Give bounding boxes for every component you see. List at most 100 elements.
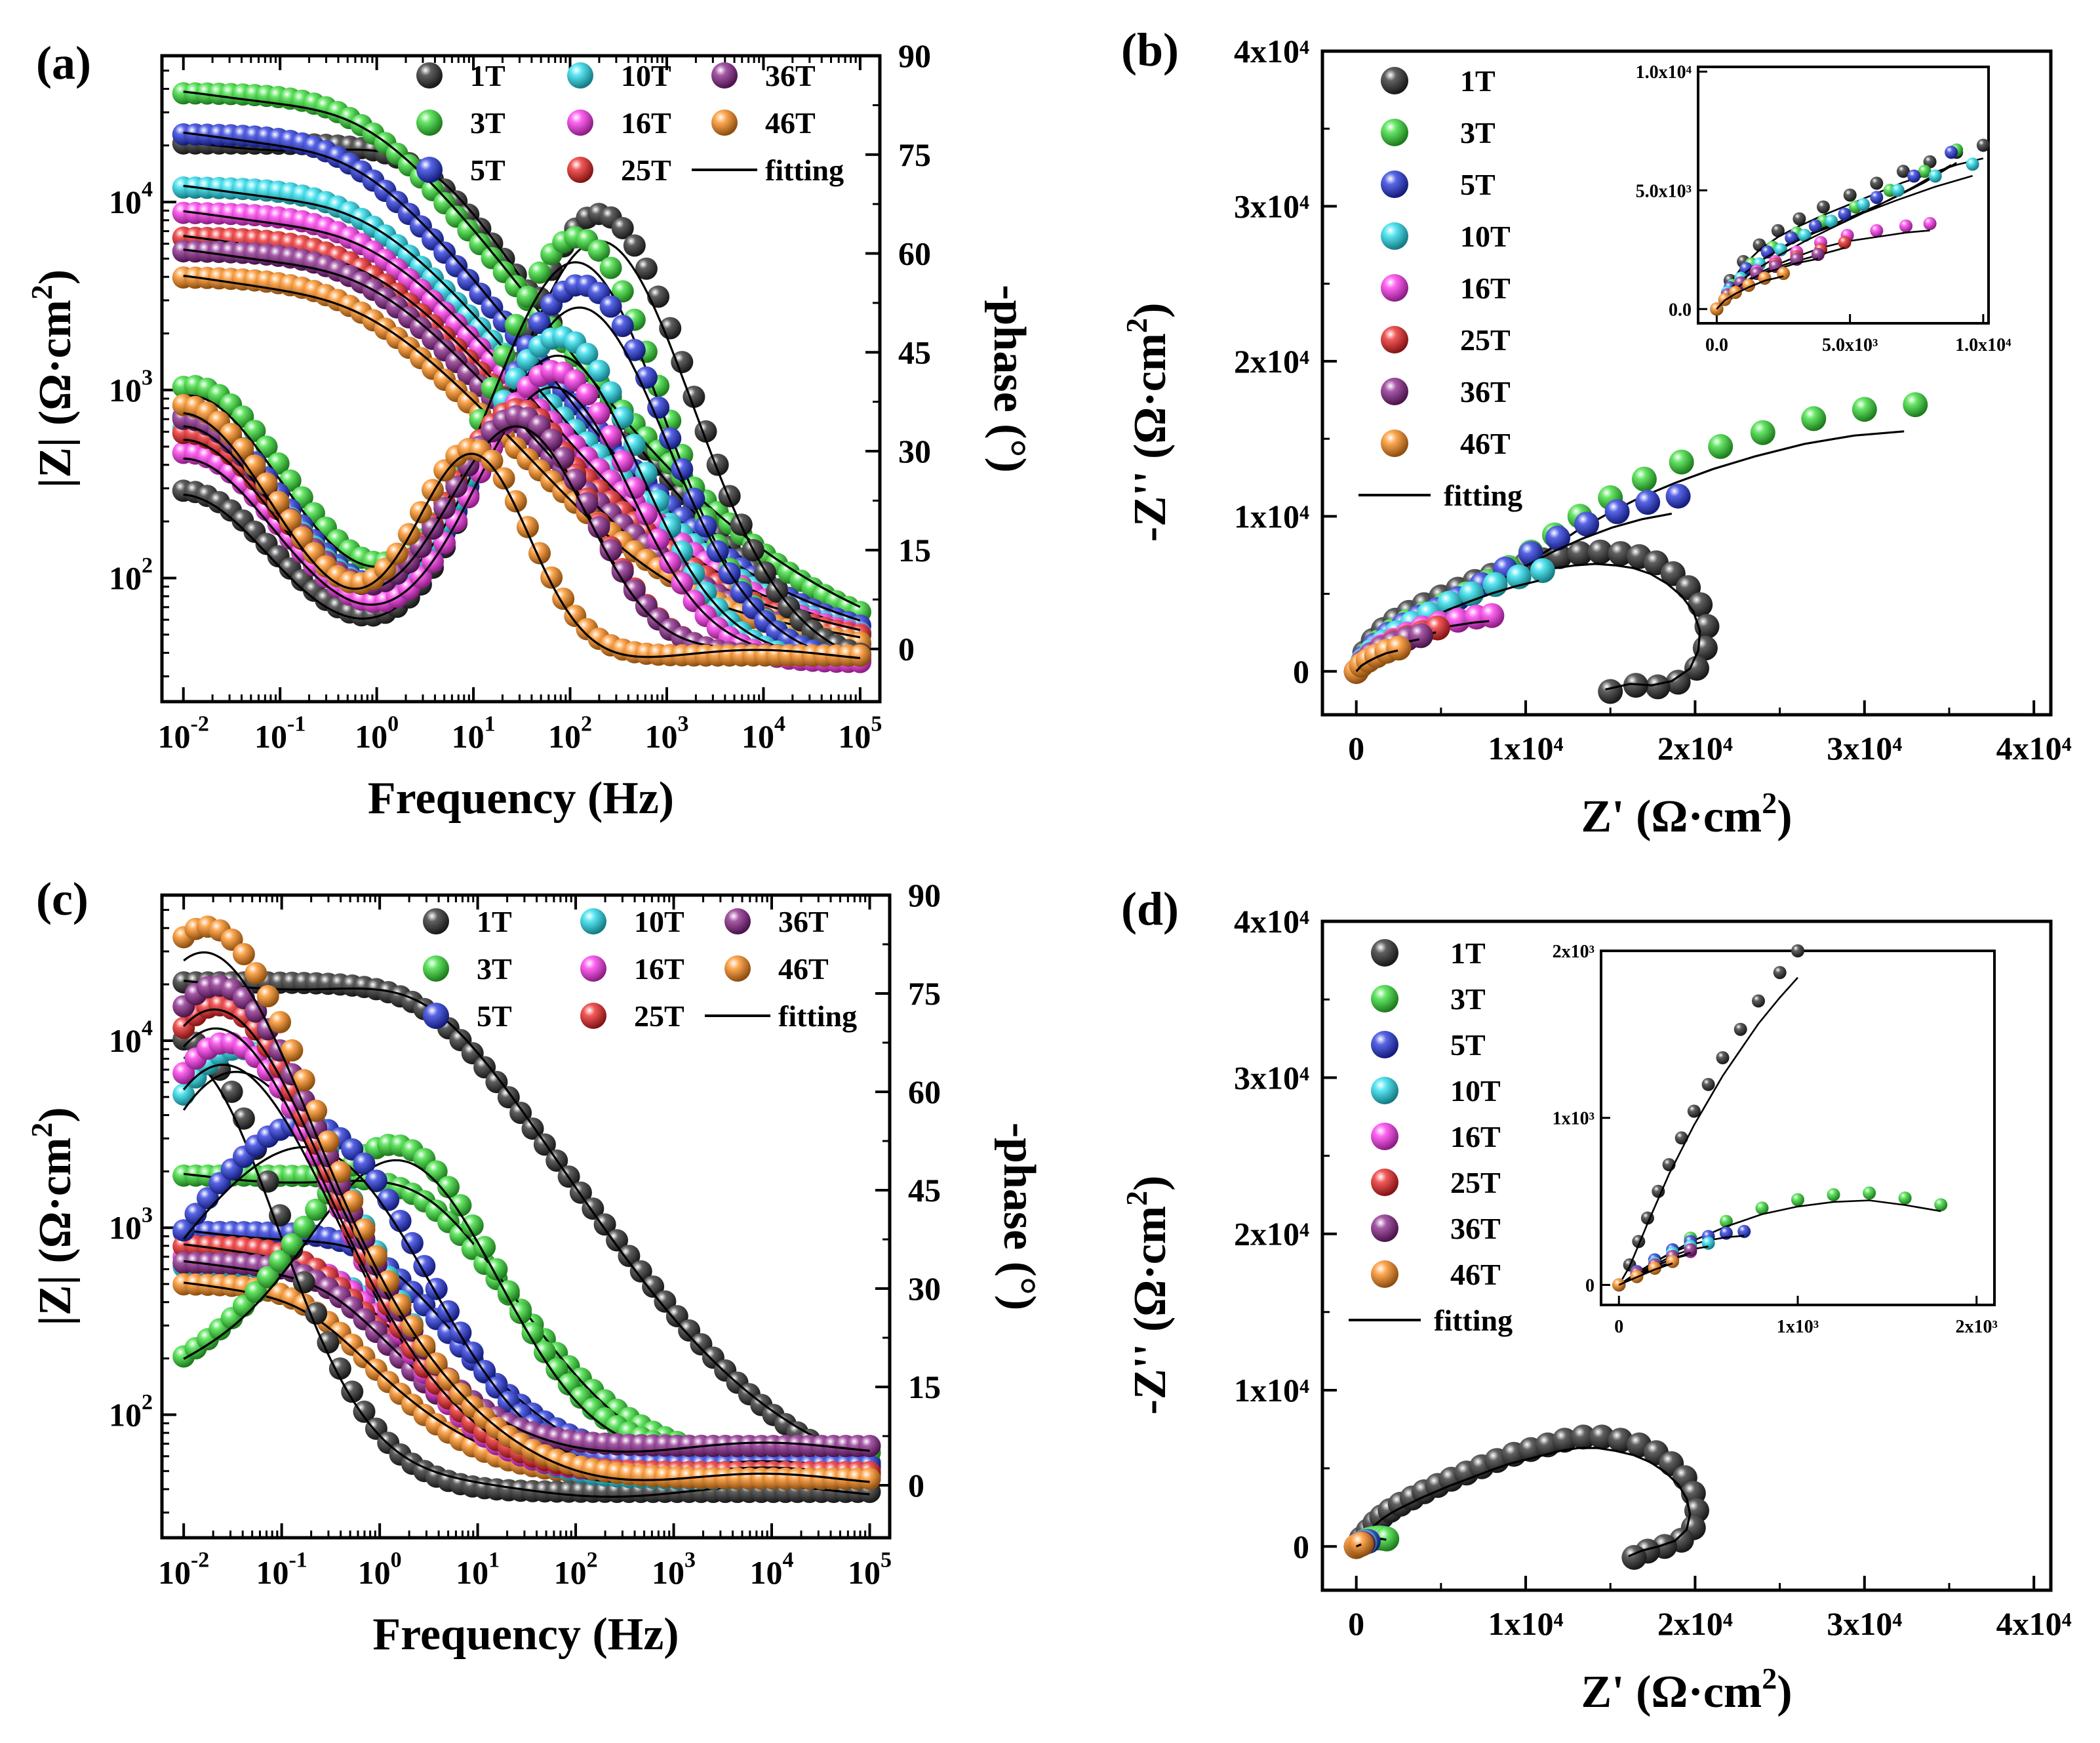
modulus-point-1T — [497, 1086, 520, 1109]
x-axis-title: Frequency (Hz) — [368, 773, 674, 824]
phase-point-3T — [437, 1176, 460, 1199]
phase-point-36T — [858, 1435, 881, 1457]
phase-point-5T — [365, 1169, 387, 1192]
plot-frame — [1320, 49, 2053, 717]
phase-point-1T — [341, 1380, 364, 1403]
phase-point-16T — [587, 402, 610, 425]
legend: 1T 3T 5T 10T 16T 25T 36T 46T fitting — [416, 59, 844, 187]
inset-point-1T — [1752, 994, 1765, 1008]
modulus-point-1T — [642, 1275, 665, 1298]
phase-point-46T — [256, 985, 279, 1008]
inset-y-tick-label: 5.0x10³ — [1636, 181, 1692, 201]
point-16T — [1479, 603, 1505, 628]
legend-marker-36T — [711, 62, 738, 89]
fit-modulus-1T — [183, 979, 871, 1462]
series-phase-46T — [172, 915, 881, 1490]
x-tick-label: 103 — [644, 712, 688, 755]
phase-point-46T — [269, 1011, 291, 1033]
legend-label-10T: 10T — [634, 905, 684, 938]
phase-point-10T — [576, 342, 599, 365]
point-46T — [1349, 1531, 1374, 1557]
y2-tick-label: 90 — [908, 877, 941, 913]
x-tick-label: 10-2 — [158, 712, 209, 755]
legend-marker-1T — [1381, 67, 1408, 94]
point-10T — [1530, 558, 1555, 584]
legend-marker-10T — [567, 62, 593, 89]
legend-label-36T: 36T — [1460, 375, 1511, 409]
point-1T — [1623, 673, 1648, 698]
panel-d-nyquist: 0 0 1x10⁴ 1x10⁴ 2x10⁴ 2x10⁴ 3x10⁴ 3x10⁴ 4x10⁴ 4x1… — [1120, 883, 2072, 1717]
legend-marker-3T — [416, 110, 443, 136]
phase-point-5T — [623, 338, 646, 361]
x-tick-label: 105 — [838, 712, 882, 755]
x-tick-label: 4x10⁴ — [1996, 730, 2072, 767]
x-axis-title: Frequency (Hz) — [372, 1609, 679, 1660]
phase-point-36T — [611, 560, 634, 583]
y2-tick-label: 15 — [898, 532, 931, 569]
legend-label-36T: 36T — [1450, 1212, 1501, 1245]
inset-fit-3T — [1618, 1199, 1941, 1286]
legend-marker-5T — [1381, 170, 1408, 198]
inset-frame — [1697, 66, 1990, 325]
legend-label-16T: 16T — [1460, 271, 1511, 305]
series-phase-46T — [172, 393, 871, 667]
phase-point-46T — [386, 542, 408, 565]
inset-point-1T — [1773, 966, 1787, 980]
legend-label-16T: 16T — [621, 106, 671, 140]
inset-point-1T — [1843, 188, 1857, 202]
phase-point-1T — [328, 1357, 351, 1380]
x-tick-label: 1x10⁴ — [1488, 1605, 1564, 1642]
inset-point-16T — [1870, 224, 1884, 237]
phase-point-3T — [533, 1340, 556, 1363]
phase-point-3T — [497, 1280, 520, 1303]
legend-label-25T: 25T — [621, 153, 671, 187]
y-tick-label: 1x10⁴ — [1234, 1372, 1309, 1409]
inset-point-3T — [1934, 1198, 1948, 1212]
x-tick-label: 3x10⁴ — [1827, 730, 1902, 767]
legend-marker-1T — [1371, 939, 1398, 967]
phase-point-46T — [492, 467, 515, 490]
phase-point-1T — [611, 216, 634, 239]
phase-point-16T — [623, 476, 646, 499]
y-axis-title: -Z'' (Ω·cm2) — [1120, 303, 1176, 542]
phase-point-1T — [353, 1400, 376, 1423]
phase-point-36T — [587, 515, 610, 538]
phase-point-16T — [647, 528, 670, 551]
legend-label-1T: 1T — [470, 59, 505, 92]
legend-marker-16T — [1371, 1123, 1398, 1150]
phase-point-46T — [858, 1468, 881, 1490]
y2-axis-title: -phase (°) — [994, 1123, 1044, 1311]
legend-marker-16T — [567, 110, 593, 136]
legend-label-25T: 25T — [634, 999, 684, 1033]
inset-point-5T — [1808, 219, 1822, 233]
inset-point-46T — [1666, 1254, 1680, 1268]
legend: 1T 3T 5T 10T 16T 25T 36T 46T fitting — [1358, 64, 1522, 512]
legend-label-46T: 46T — [1460, 427, 1511, 460]
y2-tick-label: 0 — [908, 1467, 924, 1504]
y-tick-label: 104 — [109, 178, 153, 221]
inset-point-1T — [1870, 176, 1884, 190]
point-1T — [1589, 1424, 1615, 1450]
modulus-point-1T — [473, 1056, 496, 1079]
point-1T — [1552, 1428, 1577, 1453]
legend-marker-25T — [567, 157, 593, 183]
legend-label-3T: 3T — [470, 106, 505, 140]
phase-point-1T — [317, 1331, 340, 1354]
inset-point-5T — [1739, 262, 1753, 275]
phase-point-5T — [659, 427, 682, 450]
phase-point-5T — [437, 1300, 460, 1323]
inset-point-10T — [1891, 184, 1905, 197]
phase-point-5T — [401, 1232, 424, 1254]
legend-label-1T: 1T — [1450, 936, 1486, 970]
y-tick-label: 103 — [109, 1203, 153, 1247]
phase-point-36T — [599, 539, 622, 562]
phase-point-3T — [461, 1214, 484, 1237]
x-tick-label: 0 — [1348, 1605, 1364, 1642]
inset-point-1T — [1896, 165, 1910, 178]
phase-point-5T — [694, 515, 717, 538]
legend-label-5T: 5T — [1460, 168, 1496, 201]
phase-point-36T — [623, 579, 646, 602]
inset-y-tick-label: 1.0x10⁴ — [1636, 62, 1692, 83]
y2-tick-label: 30 — [908, 1270, 941, 1307]
legend-marker-1T — [423, 908, 449, 934]
